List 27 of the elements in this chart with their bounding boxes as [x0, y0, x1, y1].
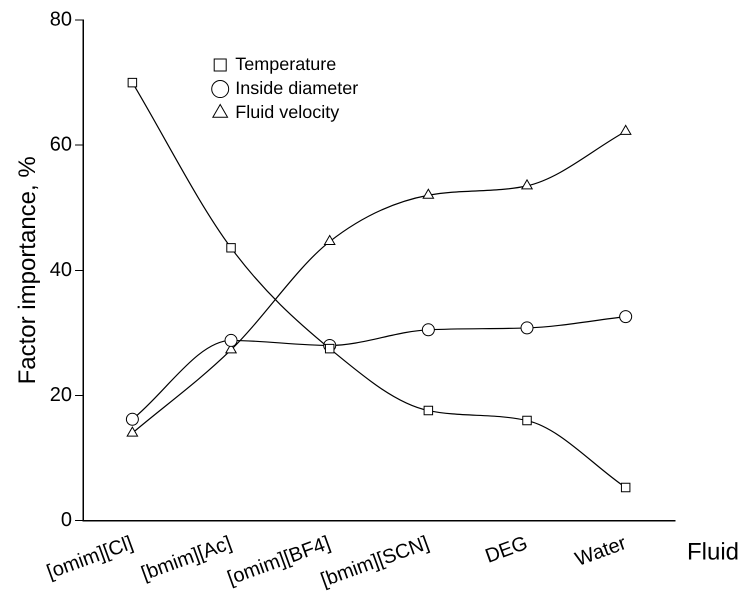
legend-label: Fluid velocity	[235, 102, 340, 122]
x-tick-label: DEG	[482, 532, 531, 568]
point	[422, 188, 434, 199]
point	[226, 243, 236, 253]
y-tick-label: 0	[60, 509, 72, 532]
y-tick-label: 40	[50, 258, 72, 281]
point	[126, 426, 138, 437]
point	[521, 179, 533, 190]
point	[324, 235, 336, 246]
legend-label: Temperature	[235, 54, 336, 74]
y-tick-label: 80	[50, 8, 72, 31]
point	[128, 78, 138, 88]
x-axis-title: Fluid	[687, 538, 740, 566]
y-tick-label: 60	[50, 134, 72, 156]
point	[422, 323, 435, 336]
legend-label: Inside diameter	[235, 78, 358, 98]
point	[620, 482, 630, 492]
y-axis-title: Factor importance, %	[14, 156, 42, 384]
point	[520, 321, 534, 334]
point	[126, 412, 139, 426]
point	[619, 310, 632, 324]
point	[522, 416, 532, 426]
y-tick-label: 20	[50, 384, 72, 406]
point	[424, 406, 434, 416]
point	[224, 334, 238, 347]
point	[620, 124, 632, 135]
x-tick-label: Water	[572, 532, 630, 571]
